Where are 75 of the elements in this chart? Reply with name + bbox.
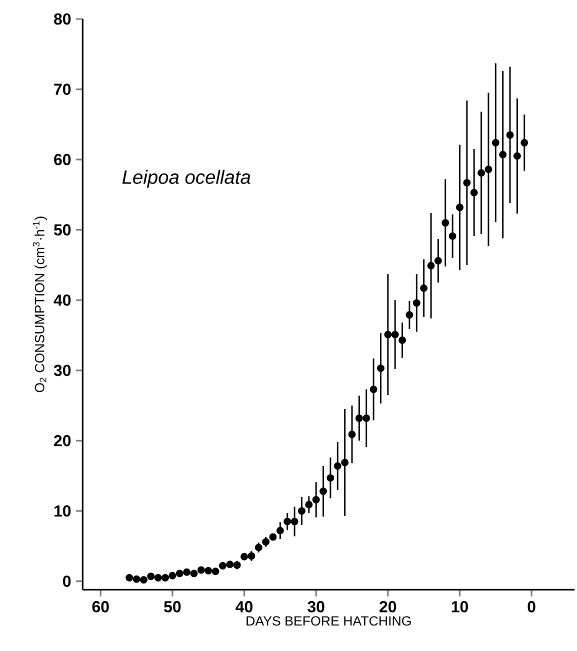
point — [484, 166, 492, 174]
point — [276, 526, 284, 534]
y-axis-title: O$_{2}$ CONSUMPTION (cm$^{3}$·h$^{-1}$) — [32, 216, 47, 392]
point — [492, 138, 500, 146]
x-tick-label: 20 — [380, 601, 396, 612]
point — [262, 538, 270, 546]
y-tick-label: 10 — [54, 505, 71, 517]
point — [218, 562, 226, 570]
point — [147, 572, 155, 580]
point — [197, 566, 205, 574]
point — [391, 330, 399, 338]
y-tick-label: 30 — [54, 364, 71, 376]
point — [499, 150, 507, 158]
x-tick-label: 40 — [236, 601, 252, 612]
point — [183, 568, 191, 576]
point — [355, 414, 363, 422]
y-tick-label: 40 — [54, 294, 71, 306]
point — [132, 575, 140, 583]
point — [305, 500, 313, 508]
point — [298, 507, 306, 515]
point — [190, 570, 198, 578]
x-axis-title: DAYS BEFORE HATCHING — [246, 616, 411, 626]
y-tick-label: 0 — [63, 576, 71, 587]
point — [204, 566, 212, 574]
point — [341, 458, 349, 466]
point — [212, 568, 220, 576]
point — [434, 257, 442, 264]
point — [140, 576, 148, 584]
y-tick-label: 80 — [54, 13, 71, 25]
point — [463, 179, 471, 186]
point — [334, 462, 342, 470]
point — [168, 572, 176, 580]
point — [326, 474, 334, 482]
point — [126, 574, 134, 582]
point — [412, 299, 420, 307]
y-tick-label: 50 — [54, 224, 71, 236]
point — [312, 496, 320, 504]
y-tick-label: 20 — [54, 435, 71, 446]
point — [370, 386, 378, 394]
point — [420, 284, 428, 292]
point — [269, 533, 277, 541]
point — [513, 152, 521, 160]
point — [427, 262, 435, 270]
x-tick-label: 30 — [308, 601, 324, 612]
y-tick-label: 70 — [54, 84, 71, 95]
point — [254, 544, 262, 552]
x-tick-label: 10 — [452, 601, 468, 612]
point — [154, 574, 162, 582]
point — [398, 336, 406, 344]
point — [240, 552, 248, 560]
x-tick-label: 60 — [92, 601, 109, 612]
point — [176, 570, 184, 578]
point — [376, 364, 384, 372]
point — [290, 518, 298, 526]
point — [248, 552, 256, 560]
point — [320, 488, 328, 496]
point — [478, 169, 486, 177]
point — [362, 414, 370, 422]
point — [456, 204, 464, 212]
x-tick-label: 0 — [528, 601, 536, 612]
point — [470, 188, 478, 196]
point — [442, 219, 450, 227]
point — [233, 561, 241, 569]
point — [448, 232, 456, 240]
point — [284, 518, 292, 526]
y-tick-label: 60 — [54, 154, 71, 166]
point — [348, 430, 356, 438]
annotation: Leipoa ocellata — [122, 170, 250, 188]
point — [520, 138, 528, 146]
point — [506, 131, 514, 139]
point — [226, 560, 234, 568]
point — [384, 330, 392, 338]
x-tick-label: 50 — [164, 601, 181, 612]
point — [162, 574, 169, 582]
point — [406, 311, 414, 319]
